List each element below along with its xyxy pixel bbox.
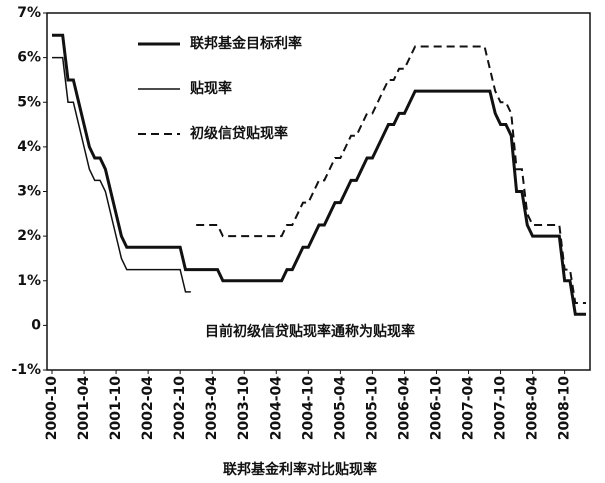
y-tick-label: 0 xyxy=(31,317,41,333)
x-tick-label: 2008-10 xyxy=(557,376,573,441)
y-tick-label: 1% xyxy=(17,273,41,289)
x-tick-label: 2004-04 xyxy=(268,376,284,441)
y-tick-label: -1% xyxy=(11,362,41,378)
x-tick-label: 2001-04 xyxy=(76,376,92,441)
x-tick-label: 2003-04 xyxy=(204,376,220,441)
y-tick-label: 2% xyxy=(17,228,41,244)
y-tick-label: 7% xyxy=(17,5,41,21)
y-tick-label: 5% xyxy=(17,94,41,110)
series-line xyxy=(52,56,191,293)
x-tick-label: 2002-10 xyxy=(172,376,188,441)
x-tick-label: 2003-10 xyxy=(236,376,252,441)
y-tick-label: 4% xyxy=(17,139,41,155)
x-tick-label: 2007-10 xyxy=(493,376,509,441)
series-line xyxy=(196,45,586,305)
chart-title: 联邦基金利率对比贴现率 xyxy=(223,461,377,478)
x-tick-label: 2006-04 xyxy=(396,376,412,441)
x-tick-label: 2002-04 xyxy=(140,376,156,441)
y-tick-label: 6% xyxy=(17,50,41,66)
series-line xyxy=(52,33,586,316)
legend-label: 贴现率 xyxy=(190,80,232,97)
x-tick-label: 2004-10 xyxy=(300,376,316,441)
x-tick-label: 2007-04 xyxy=(461,376,477,441)
x-tick-label: 2005-04 xyxy=(332,376,348,441)
x-tick-label: 2001-10 xyxy=(108,376,124,441)
legend-label: 联邦基金目标利率 xyxy=(190,35,302,52)
x-tick-label: 2008-04 xyxy=(525,376,541,441)
y-tick-label: 3% xyxy=(17,184,41,200)
annotation: 目前初级信贷贴现率通称为贴现率 xyxy=(205,323,415,340)
x-tick-label: 2005-10 xyxy=(364,376,380,441)
x-tick-label: 2006-10 xyxy=(428,376,444,441)
x-tick-label: 2000-10 xyxy=(44,376,60,441)
plot-frame xyxy=(46,12,591,371)
legend-label: 初级信贷贴现率 xyxy=(190,125,288,142)
